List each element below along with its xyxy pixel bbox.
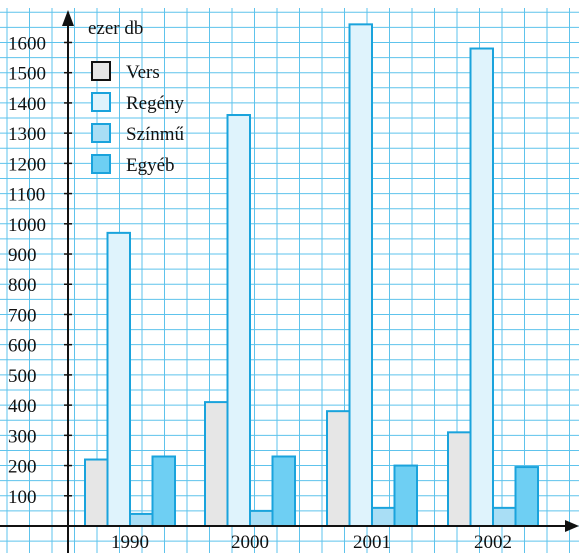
y-tick-label: 500 — [8, 366, 37, 387]
bar-egyéb-1990 — [151, 455, 176, 527]
bar-vers-2001 — [326, 410, 351, 527]
y-tick-label: 700 — [8, 305, 37, 326]
legend-swatch-egyéb — [91, 154, 111, 174]
bar-vers-2002 — [447, 431, 472, 527]
y-tick-label: 800 — [8, 275, 37, 296]
bar-vers-1990 — [84, 458, 109, 527]
legend-label: Színmű — [126, 124, 185, 145]
legend-swatch-színmű — [91, 123, 111, 143]
y-tick-label: 1500 — [8, 64, 46, 85]
legend-label: Egyéb — [126, 155, 175, 176]
legend-swatch-regény — [91, 92, 111, 112]
y-tick-label: 600 — [8, 336, 37, 357]
x-tick-labels: 1990 2000 2001 2002 — [111, 532, 512, 553]
bar-vers-2000 — [204, 401, 229, 527]
y-tick-label: 1100 — [8, 185, 45, 206]
y-axis-unit-label: ezer db — [88, 18, 143, 39]
x-tick-label: 2001 — [353, 532, 391, 553]
bar-színmű-2001 — [371, 506, 396, 528]
y-tick-label: 900 — [8, 245, 37, 266]
y-tick-label: 1300 — [8, 124, 46, 145]
x-tick-label: 2000 — [231, 532, 269, 553]
legend-label: Vers — [126, 62, 160, 83]
bar-regény-2002 — [469, 47, 494, 528]
legend-swatch-vers — [91, 61, 111, 81]
bar-regény-2000 — [226, 114, 251, 528]
bar-színmű-2000 — [249, 509, 274, 528]
legend: Vers Regény Színmű Egyéb — [91, 61, 185, 176]
y-tick-label: 1200 — [8, 154, 46, 175]
bar-egyéb-2000 — [271, 455, 296, 527]
bar-egyéb-2001 — [393, 464, 418, 527]
y-tick-label: 100 — [8, 487, 37, 508]
y-tick-label: 200 — [8, 457, 37, 478]
y-tick-label: 1400 — [8, 94, 46, 115]
x-tick-label: 1990 — [111, 532, 149, 553]
y-tick-label: 300 — [8, 426, 37, 447]
y-tick-label: 1600 — [8, 33, 46, 54]
y-tick-label: 400 — [8, 396, 37, 417]
y-tick-labels: 100 200 300 400 500 600 700 800 900 1000 1100 1200 1… — [8, 33, 46, 507]
y-tick-label: 1000 — [8, 215, 46, 236]
bar-színmű-1990 — [129, 512, 154, 527]
axes — [0, 10, 579, 553]
bar-regény-2001 — [348, 23, 373, 528]
x-tick-label: 2002 — [474, 532, 512, 553]
y-axis-arrow-icon — [62, 10, 74, 26]
bar-színmű-2002 — [492, 506, 517, 528]
bar-regény-1990 — [106, 231, 131, 527]
x-axis-arrow-icon — [565, 520, 579, 532]
bars — [84, 23, 539, 528]
legend-label: Regény — [126, 93, 185, 114]
bar-egyéb-2002 — [514, 466, 539, 528]
